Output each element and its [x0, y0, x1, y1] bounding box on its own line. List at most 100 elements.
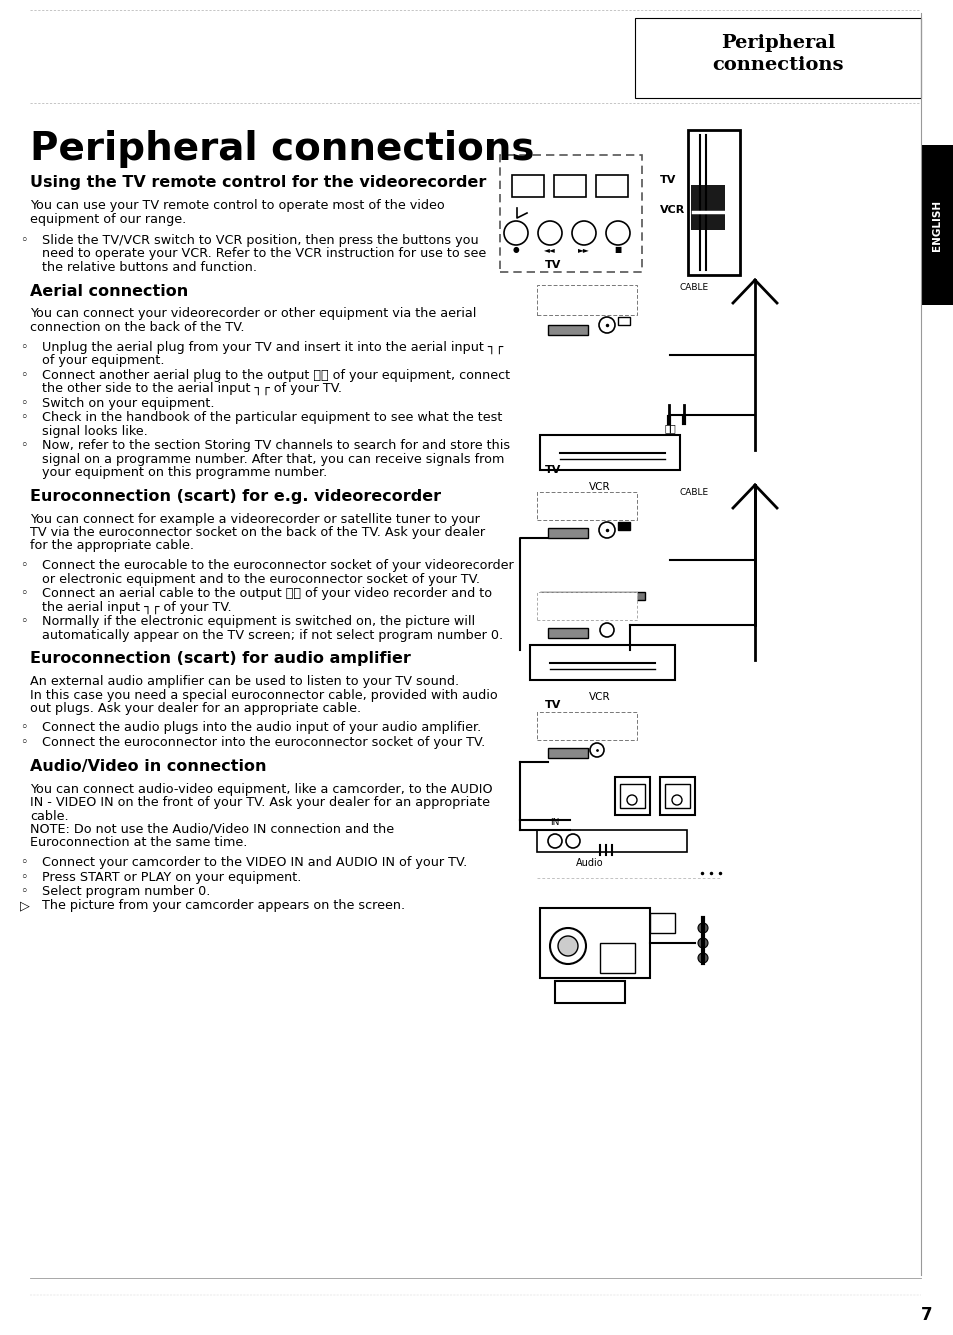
- Text: ◦: ◦: [20, 396, 28, 410]
- Bar: [530, 645, 675, 680]
- Text: equipment of our range.: equipment of our range.: [30, 212, 186, 226]
- Text: ⓣⓥ: ⓣⓥ: [664, 423, 676, 433]
- Bar: [649, 913, 675, 933]
- Circle shape: [572, 222, 596, 246]
- Text: signal on a programme number. After that, you can receive signals from: signal on a programme number. After that…: [42, 453, 504, 466]
- Text: You can connect audio-video equipment, like a camcorder, to the AUDIO: You can connect audio-video equipment, l…: [30, 782, 492, 796]
- Text: 7: 7: [921, 1306, 932, 1324]
- Text: ◦: ◦: [20, 587, 28, 599]
- Text: the aerial input ┐┌ of your TV.: the aerial input ┐┌ of your TV.: [42, 601, 232, 614]
- Bar: [687, 129, 740, 275]
- Text: Check in the handbook of the particular equipment to see what the test: Check in the handbook of the particular …: [42, 411, 502, 425]
- Text: TV: TV: [544, 260, 560, 270]
- Bar: [619, 784, 644, 808]
- Circle shape: [547, 834, 561, 848]
- Text: Normally if the electronic equipment is switched on, the picture will: Normally if the electronic equipment is …: [42, 615, 475, 627]
- Text: ◦: ◦: [20, 615, 28, 627]
- Circle shape: [537, 222, 561, 246]
- Text: ◦: ◦: [20, 736, 28, 749]
- Text: ▷: ▷: [20, 900, 30, 913]
- Bar: [555, 981, 624, 1003]
- Text: cable.: cable.: [30, 809, 69, 822]
- Text: ◄◄: ◄◄: [543, 246, 556, 254]
- Circle shape: [558, 936, 578, 956]
- Text: Switch on your equipment.: Switch on your equipment.: [42, 396, 214, 410]
- Text: ◦: ◦: [20, 870, 28, 884]
- Text: TV: TV: [544, 700, 560, 710]
- Text: Connect an aerial cable to the output ⓣⓥ of your video recorder and to: Connect an aerial cable to the output ⓣⓥ…: [42, 587, 496, 599]
- Circle shape: [671, 796, 681, 805]
- Bar: [659, 777, 695, 814]
- Text: ◦: ◦: [20, 721, 28, 734]
- Text: Euroconnection (scart) for audio amplifier: Euroconnection (scart) for audio amplifi…: [30, 651, 411, 666]
- Circle shape: [698, 939, 707, 948]
- Circle shape: [565, 834, 579, 848]
- Bar: [615, 777, 649, 814]
- Bar: [512, 175, 543, 198]
- Bar: [664, 784, 689, 808]
- Text: ◦: ◦: [20, 234, 28, 247]
- Text: ◦: ◦: [20, 368, 28, 382]
- Text: ◦: ◦: [20, 856, 28, 869]
- Circle shape: [698, 953, 707, 963]
- Text: the other side to the aerial input ┐┌ of your TV.: the other side to the aerial input ┐┌ of…: [42, 382, 341, 395]
- Text: Slide the TV/VCR switch to VCR position, then press the buttons you: Slide the TV/VCR switch to VCR position,…: [42, 234, 478, 247]
- Text: You can connect your videorecorder or other equipment via the aerial: You can connect your videorecorder or ot…: [30, 307, 476, 320]
- Text: An external audio amplifier can be used to listen to your TV sound.: An external audio amplifier can be used …: [30, 676, 458, 688]
- Bar: [547, 324, 587, 335]
- Text: Using the TV remote control for the videorecorder: Using the TV remote control for the vide…: [30, 175, 486, 190]
- Text: Euroconnection (scart) for e.g. videorecorder: Euroconnection (scart) for e.g. videorec…: [30, 489, 440, 503]
- Circle shape: [598, 522, 615, 538]
- Text: Audio: Audio: [576, 858, 603, 868]
- Circle shape: [605, 222, 629, 246]
- Circle shape: [599, 623, 614, 637]
- Text: out plugs. Ask your dealer for an appropriate cable.: out plugs. Ask your dealer for an approp…: [30, 702, 361, 716]
- Bar: [690, 186, 724, 230]
- Text: ●: ●: [512, 246, 518, 254]
- Text: ◦: ◦: [20, 411, 28, 425]
- Circle shape: [589, 744, 603, 757]
- Text: Connect the euroconnector into the euroconnector socket of your TV.: Connect the euroconnector into the euroc…: [42, 736, 485, 749]
- Bar: [537, 493, 637, 521]
- Text: The picture from your camcorder appears on the screen.: The picture from your camcorder appears …: [42, 900, 405, 913]
- Text: VCR: VCR: [589, 692, 610, 702]
- Circle shape: [503, 222, 527, 246]
- Text: your equipment on this programme number.: your equipment on this programme number.: [42, 466, 327, 479]
- Bar: [537, 591, 637, 619]
- Text: need to operate your VCR. Refer to the VCR instruction for use to see: need to operate your VCR. Refer to the V…: [42, 247, 486, 260]
- Text: Connect the eurocable to the euroconnector socket of your videorecorder: Connect the eurocable to the euroconnect…: [42, 559, 514, 571]
- Text: You can use your TV remote control to operate most of the video: You can use your TV remote control to op…: [30, 199, 444, 212]
- Text: NOTE: Do not use the Audio/Video IN connection and the: NOTE: Do not use the Audio/Video IN conn…: [30, 822, 394, 836]
- Text: automatically appear on the TV screen; if not select program number 0.: automatically appear on the TV screen; i…: [42, 629, 502, 642]
- Text: Audio/Video in connection: Audio/Video in connection: [30, 758, 266, 773]
- Bar: [596, 175, 627, 198]
- Bar: [599, 943, 635, 973]
- Text: CABLE: CABLE: [679, 283, 708, 292]
- Text: or electronic equipment and to the euroconnector socket of your TV.: or electronic equipment and to the euroc…: [42, 573, 479, 586]
- Text: the relative buttons and function.: the relative buttons and function.: [42, 262, 256, 274]
- Text: You can connect for example a videorecorder or satellite tuner to your: You can connect for example a videorecor…: [30, 513, 479, 526]
- Text: ◦: ◦: [20, 439, 28, 453]
- Circle shape: [626, 796, 637, 805]
- Text: ■: ■: [614, 246, 621, 254]
- Bar: [539, 908, 649, 979]
- Text: Unplug the aerial plug from your TV and insert it into the aerial input ┐┌: Unplug the aerial plug from your TV and …: [42, 340, 502, 354]
- Bar: [537, 830, 686, 852]
- Bar: [539, 591, 644, 599]
- Bar: [547, 529, 587, 538]
- Text: Euroconnection at the same time.: Euroconnection at the same time.: [30, 837, 247, 849]
- Text: Peripheral connections: Peripheral connections: [30, 129, 534, 168]
- Bar: [618, 522, 629, 530]
- Text: VCR: VCR: [589, 482, 610, 493]
- Bar: [547, 627, 587, 638]
- Text: CABLE: CABLE: [679, 489, 708, 497]
- Text: Now, refer to the section Storing TV channels to search for and store this: Now, refer to the section Storing TV cha…: [42, 439, 510, 453]
- Text: Peripheral
connections: Peripheral connections: [712, 33, 842, 75]
- Text: signal looks like.: signal looks like.: [42, 425, 148, 438]
- Circle shape: [598, 316, 615, 332]
- Text: ◦: ◦: [20, 885, 28, 898]
- Text: for the appropriate cable.: for the appropriate cable.: [30, 539, 193, 553]
- Text: In this case you need a special euroconnector cable, provided with audio: In this case you need a special euroconn…: [30, 689, 497, 701]
- Text: VCR: VCR: [659, 206, 684, 215]
- Text: Press START or PLAY on your equipment.: Press START or PLAY on your equipment.: [42, 870, 301, 884]
